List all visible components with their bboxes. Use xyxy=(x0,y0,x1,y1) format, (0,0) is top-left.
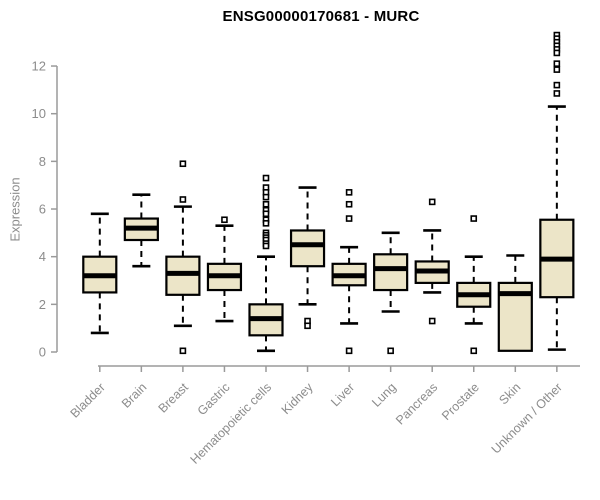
iqr-box xyxy=(373,253,409,292)
y-axis: 0 2 4 6 8 10 12 xyxy=(32,59,58,360)
y-tick-label: 6 xyxy=(39,202,46,217)
x-category-label-lung: Lung xyxy=(369,380,399,410)
box-liver xyxy=(331,189,367,355)
box-breast xyxy=(165,160,201,355)
outlier-point xyxy=(179,347,187,355)
x-category-label-liver: Liver xyxy=(328,380,357,409)
outlier-point xyxy=(262,242,270,250)
y-tick-label: 4 xyxy=(39,249,46,264)
outlier-point xyxy=(345,189,353,196)
outlier-point xyxy=(179,196,187,203)
box-lung xyxy=(373,231,409,355)
x-category-label-brain: Brain xyxy=(119,380,150,411)
box-kidney xyxy=(289,186,326,330)
outlier-point xyxy=(387,347,394,355)
outlier-point xyxy=(262,220,270,227)
x-category-label-unknown-other: Unknown / Other xyxy=(489,380,565,456)
outlier-point xyxy=(345,200,353,208)
outlier-point xyxy=(262,193,270,201)
outlier-point xyxy=(470,215,478,222)
outlier-point xyxy=(428,198,436,206)
outlier-point xyxy=(553,66,561,73)
x-category-label-bladder: Bladder xyxy=(68,380,108,420)
outlier-point xyxy=(221,216,228,224)
box-skin xyxy=(497,254,533,352)
outlier-point xyxy=(304,322,311,330)
x-category-label-pancreas: Pancreas xyxy=(393,380,440,427)
chart-title: ENSG00000170681 - MURC xyxy=(222,8,420,25)
outlier-point xyxy=(553,49,561,57)
y-tick-label: 12 xyxy=(32,59,46,74)
y-tick-label: 0 xyxy=(39,345,46,360)
outlier-point xyxy=(262,174,270,182)
y-tick-label: 2 xyxy=(39,297,46,312)
outlier-point xyxy=(428,317,436,325)
outlier-point xyxy=(553,90,561,97)
outlier-point xyxy=(553,81,561,89)
outlier-point xyxy=(553,60,561,67)
x-category-label-prostate: Prostate xyxy=(439,380,482,423)
box-prostate xyxy=(456,215,492,355)
x-category-label-skin: Skin xyxy=(496,380,523,407)
outlier-point xyxy=(262,210,270,218)
box-brain xyxy=(123,193,159,268)
outlier-point xyxy=(345,215,353,222)
outlier-point xyxy=(179,160,187,168)
outlier-point xyxy=(470,347,478,355)
box-hematopoietic-cells xyxy=(248,174,284,353)
box-pancreas xyxy=(414,198,450,325)
box-gastric xyxy=(206,216,243,323)
box-unknown-other xyxy=(539,31,575,351)
x-category-label-breast: Breast xyxy=(156,380,192,416)
x-category-label-gastric: Gastric xyxy=(195,380,233,418)
outlier-point xyxy=(262,200,270,208)
outlier-point xyxy=(345,347,353,355)
x-category-label-hematopoietic-cells: Hematopoietic cells xyxy=(188,380,275,467)
iqr-box xyxy=(289,229,326,268)
box-bladder xyxy=(82,212,118,335)
y-tick-label: 10 xyxy=(32,106,46,121)
x-category-label-kidney: Kidney xyxy=(279,380,316,417)
y-tick-label: 8 xyxy=(39,154,46,169)
